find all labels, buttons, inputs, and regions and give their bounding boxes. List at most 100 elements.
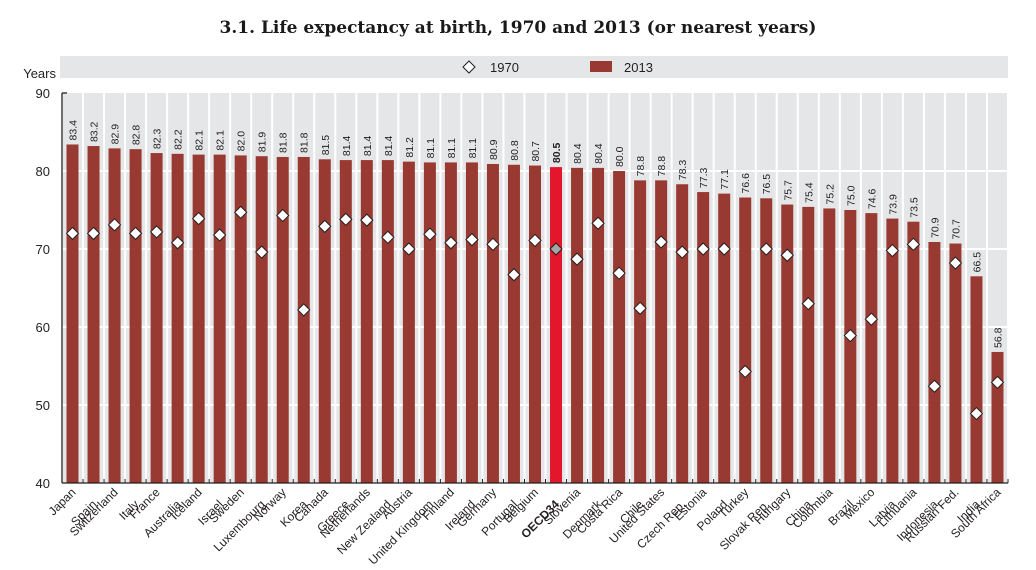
marker-1970-diamond-icon	[423, 227, 437, 241]
value-label: 81.8	[278, 132, 290, 153]
legend: 1970 2013	[60, 56, 1008, 78]
value-label: 70.7	[950, 219, 962, 240]
value-label: 56.8	[992, 327, 1004, 348]
marker-1970-diamond-icon	[381, 230, 395, 245]
value-label: 78.3	[677, 160, 689, 181]
marker-1970-diamond-icon	[885, 243, 900, 258]
value-label: 81.4	[341, 135, 353, 156]
bar-2013	[87, 146, 100, 484]
value-label: 81.8	[299, 132, 311, 153]
legend-background	[60, 56, 1008, 78]
y-axis-title: Years	[23, 66, 56, 81]
bar-2013	[234, 155, 247, 483]
bar-2013	[423, 162, 436, 484]
marker-1970-diamond-icon	[738, 364, 752, 379]
bar-2013	[486, 163, 499, 484]
value-label: 82.1	[194, 130, 206, 151]
marker-1970-diamond-icon	[212, 228, 227, 242]
marker-1970-diamond-icon	[402, 242, 416, 256]
value-label: 80.4	[572, 143, 584, 164]
value-label: 75.0	[845, 185, 857, 206]
bar-2013	[802, 206, 815, 483]
marker-1970-diamond-icon	[654, 235, 668, 249]
value-label: 83.4	[68, 120, 80, 141]
bar-2013	[718, 193, 731, 483]
marker-1970-diamond-icon	[149, 225, 164, 239]
bar-2013	[318, 159, 331, 484]
value-label: 81.2	[404, 137, 416, 158]
bar-2013	[402, 161, 415, 483]
marker-1970-diamond-icon	[360, 213, 374, 227]
bar-2013	[760, 198, 773, 484]
bar-2013	[507, 164, 520, 483]
marker-1970-diamond-icon	[318, 219, 332, 234]
bar-2013	[697, 192, 710, 483]
axes: Years 40 50 60 70 80 90	[23, 66, 1009, 491]
legend-2013-swatch	[590, 61, 612, 72]
y-tick-label: 50	[36, 398, 50, 413]
marker-1970-diamond-icon	[591, 216, 605, 230]
bar-2013	[339, 160, 352, 483]
value-label: 81.1	[467, 138, 479, 159]
marker-1970-diamond-icon	[990, 375, 1005, 390]
bar-2013	[844, 210, 857, 483]
markers-1970	[65, 205, 1005, 421]
bar-2013	[991, 351, 1004, 483]
marker-1970-diamond-icon	[128, 226, 143, 241]
value-label: 77.3	[698, 167, 710, 188]
value-label: 80.8	[509, 140, 521, 161]
bar-2013	[297, 156, 310, 483]
marker-1970-diamond-icon	[86, 226, 101, 241]
marker-1970-diamond-icon	[780, 248, 794, 262]
bar-2013	[823, 208, 836, 483]
bar-2013	[550, 167, 563, 483]
bar-2013	[255, 156, 268, 483]
marker-1970-diamond-icon	[927, 379, 942, 393]
marker-1970-diamond-icon	[801, 296, 815, 311]
bar-2013	[213, 154, 226, 483]
legend-1970-label: 1970	[490, 60, 519, 75]
bar-2013	[886, 218, 899, 483]
value-label: 80.7	[530, 141, 542, 162]
bar-2013	[655, 180, 668, 484]
marker-1970-diamond-icon	[339, 212, 353, 227]
bar-2013	[129, 149, 142, 483]
bar-2013	[676, 184, 689, 483]
value-label: 82.8	[131, 125, 143, 146]
bar-2013	[192, 154, 205, 483]
bar-2013	[781, 204, 794, 484]
bar-2013	[739, 197, 752, 483]
y-tick-label: 80	[36, 164, 50, 179]
value-label: 81.1	[425, 138, 437, 159]
value-label: 83.2	[89, 121, 101, 142]
chart-title: 3.1. Life expectancy at birth, 1970 and …	[219, 18, 817, 38]
bar-2013	[970, 276, 983, 483]
marker-1970-diamond-icon	[233, 205, 248, 220]
bar-2013	[66, 144, 79, 484]
value-label: 74.6	[866, 189, 878, 210]
marker-1970-diamond-icon	[696, 242, 710, 256]
bar-2013	[529, 165, 541, 484]
bar-2013	[276, 156, 289, 483]
marker-1970-diamond-icon	[486, 237, 500, 252]
value-label: 82.2	[173, 129, 185, 150]
value-label: 75.2	[824, 184, 836, 205]
marker-1970-diamond-icon	[465, 232, 479, 247]
bar-2013	[360, 160, 373, 483]
bar-2013	[381, 160, 394, 483]
value-label: 82.1	[215, 130, 227, 151]
bar-2013	[465, 162, 478, 484]
value-label: 81.4	[383, 135, 395, 156]
y-tick-label: 40	[36, 476, 50, 491]
value-label: 80.9	[488, 139, 500, 160]
value-label: 78.8	[635, 156, 647, 177]
marker-1970-diamond-icon	[170, 236, 185, 250]
marker-1970-diamond-icon	[675, 245, 689, 259]
bar-2013	[907, 221, 920, 483]
marker-1970-diamond-icon	[549, 242, 563, 256]
value-label: 77.1	[719, 169, 731, 190]
value-label: 81.1	[446, 138, 458, 159]
value-label: 81.4	[362, 135, 374, 156]
value-label: 82.0	[236, 131, 248, 152]
bar-2013	[108, 148, 121, 483]
